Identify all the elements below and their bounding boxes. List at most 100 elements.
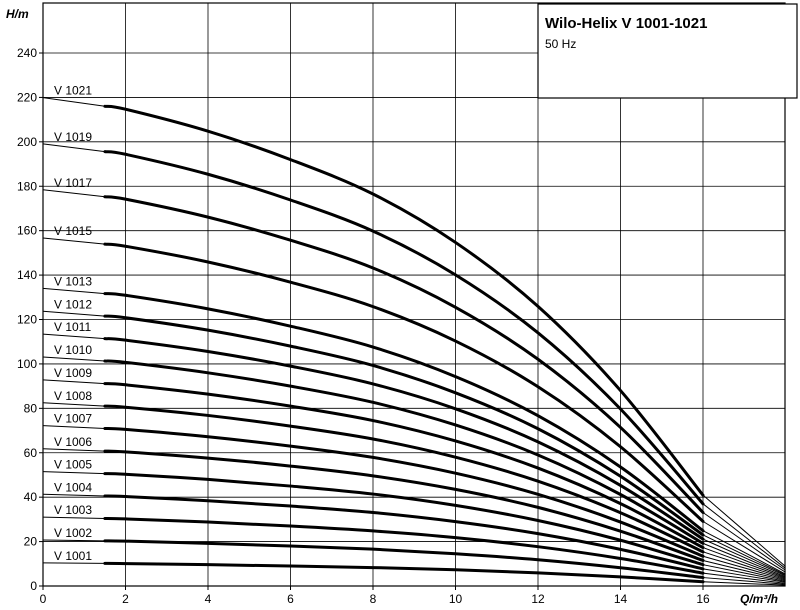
- y-axis-title: H/m: [6, 7, 29, 21]
- curve-extension-line: [702, 542, 786, 578]
- curve-labels: V 1001 V 1002 V 1003 V 1004 V 1005 V 1006 V 10…: [54, 84, 92, 563]
- curve-leader-line: [42, 356, 105, 362]
- y-tick-label: 200: [17, 135, 37, 149]
- curve-leader-line: [42, 516, 105, 519]
- curve-extension-line: [702, 534, 786, 576]
- curve-label: V 1004: [54, 480, 92, 494]
- pump-curve-v-1017: [103, 195, 705, 514]
- x-tick-label: 8: [370, 592, 377, 606]
- curve-extension-line: [702, 577, 786, 585]
- x-tick-label: 10: [449, 592, 463, 606]
- x-tick-label: 2: [122, 592, 129, 606]
- pump-curve-v-1021: [103, 104, 705, 497]
- x-tick-label: 16: [696, 592, 710, 606]
- curve-label: V 1017: [54, 176, 92, 190]
- curve-extension-line: [702, 520, 786, 573]
- curve-extension-line: [702, 564, 786, 582]
- pump-curve-v-1010: [103, 359, 705, 545]
- curve-label: V 1003: [54, 503, 92, 517]
- curve-extension-line: [702, 555, 786, 581]
- curve-extension-line: [702, 547, 786, 579]
- curve-label: V 1010: [54, 343, 92, 357]
- curve-label: V 1006: [54, 435, 92, 449]
- curve-leader-line: [42, 539, 105, 542]
- curve-leader-line: [42, 143, 105, 153]
- y-tick-label: 220: [17, 90, 37, 104]
- curve-extension-line: [702, 512, 786, 571]
- y-tick-label: 80: [24, 401, 38, 415]
- curve-leader-line: [42, 471, 105, 475]
- curve-label: V 1021: [54, 84, 92, 98]
- curve-label: V 1013: [54, 274, 92, 288]
- curve-leader-line: [42, 237, 105, 245]
- curve-leader-line: [42, 287, 105, 295]
- y-tick-label: 20: [24, 535, 38, 549]
- pump-curve-v-1005: [103, 472, 705, 567]
- y-tick-label: 40: [24, 490, 38, 504]
- x-tick-label: 4: [205, 592, 212, 606]
- pump-curves: [42, 97, 786, 586]
- pump-curve-v-1003: [103, 516, 705, 575]
- y-tick-label: 180: [17, 179, 37, 193]
- curve-leader-line: [42, 379, 105, 385]
- title-box: Wilo-Helix V 1001-1021 50 Hz: [537, 3, 798, 99]
- curve-leader-line: [42, 402, 105, 407]
- curve-label: V 1009: [54, 366, 92, 380]
- curve-extension-line: [702, 559, 786, 581]
- pump-curve-v-1007: [103, 426, 705, 558]
- pump-curve-v-1006: [103, 449, 705, 562]
- y-tick-label: 140: [17, 268, 37, 282]
- y-tick-label: 0: [30, 579, 37, 593]
- curve-extension-line: [702, 530, 786, 575]
- pump-curve-v-1009: [103, 382, 705, 550]
- curve-label: V 1002: [54, 526, 92, 540]
- pump-curve-v-1011: [103, 337, 705, 541]
- chart-subtitle: 50 Hz: [545, 37, 576, 51]
- curve-leader-line: [42, 97, 105, 107]
- x-tick-label: 6: [287, 592, 294, 606]
- chart-title: Wilo-Helix V 1001-1021: [545, 15, 707, 32]
- pump-curve-v-1004: [103, 494, 705, 571]
- curve-leader-line: [42, 425, 105, 429]
- y-tick-label: 160: [17, 224, 37, 238]
- curve-label: V 1019: [54, 130, 92, 144]
- plot-frame: [42, 2, 786, 587]
- x-tick-label: 0: [40, 592, 47, 606]
- y-tick-label: 60: [24, 446, 38, 460]
- tick-labels: 0 20 40 60 80 100 120 140 160 180 200 220 240 0 2 4 6 8 10…: [17, 46, 710, 606]
- curve-leader-line: [42, 333, 105, 340]
- curve-leader-line: [42, 493, 105, 497]
- curve-leader-line: [42, 189, 105, 198]
- pump-curve-v-1001: [103, 561, 705, 584]
- curve-extension-line: [702, 581, 786, 586]
- curve-label: V 1001: [54, 549, 92, 563]
- curve-extension-line: [702, 503, 786, 569]
- curve-extension-line: [702, 551, 786, 580]
- pump-curve-v-1008: [103, 404, 705, 554]
- curve-leader-line: [42, 310, 105, 317]
- curve-label: V 1012: [54, 297, 92, 311]
- curve-extension-line: [702, 568, 786, 583]
- pump-curve-v-1019: [103, 150, 705, 506]
- pump-curve-v-1002: [103, 539, 705, 580]
- title-box-frame: [537, 3, 798, 99]
- curve-leader-line: [42, 448, 105, 452]
- y-tick-label: 100: [17, 357, 37, 371]
- pump-curve-v-1015: [103, 242, 705, 523]
- x-tick-label: 12: [531, 592, 545, 606]
- curve-extension-line: [702, 494, 786, 567]
- pump-curve-v-1012: [103, 314, 705, 537]
- curve-label: V 1007: [54, 412, 92, 426]
- curve-label: V 1008: [54, 389, 92, 403]
- curve-label: V 1011: [54, 320, 91, 334]
- curve-label: V 1015: [54, 224, 92, 238]
- x-axis-title: Q/m³/h: [740, 592, 778, 606]
- curve-label: V 1005: [54, 458, 92, 472]
- y-tick-label: 240: [17, 46, 37, 60]
- x-tick-label: 14: [614, 592, 628, 606]
- curve-extension-line: [702, 538, 786, 577]
- y-tick-label: 120: [17, 313, 37, 327]
- pump-curve-v-1013: [103, 292, 705, 533]
- curve-extension-line: [702, 572, 786, 584]
